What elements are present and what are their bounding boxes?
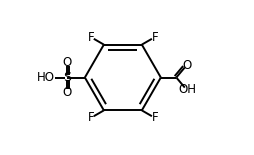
Text: O: O	[62, 86, 71, 99]
Text: F: F	[151, 31, 157, 44]
Text: O: O	[62, 56, 71, 69]
Text: O: O	[181, 59, 190, 72]
Text: F: F	[87, 111, 94, 124]
Text: S: S	[63, 71, 71, 84]
Text: F: F	[151, 111, 157, 124]
Text: OH: OH	[177, 83, 195, 96]
Text: HO: HO	[37, 71, 54, 84]
Text: F: F	[87, 31, 94, 44]
